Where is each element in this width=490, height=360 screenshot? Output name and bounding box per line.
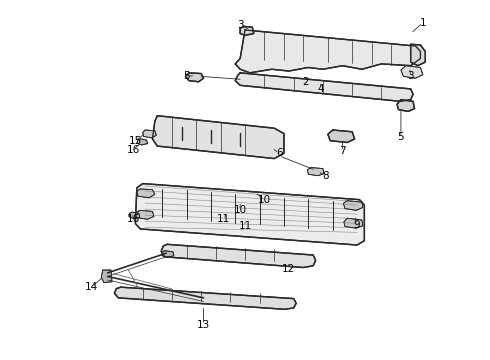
Text: 13: 13: [197, 320, 210, 330]
Text: 5: 5: [397, 132, 404, 142]
Polygon shape: [162, 251, 174, 257]
Polygon shape: [137, 139, 147, 145]
Text: 11: 11: [238, 221, 252, 231]
Polygon shape: [328, 130, 355, 143]
Polygon shape: [137, 189, 155, 198]
Text: 3: 3: [407, 71, 414, 81]
Text: 15: 15: [129, 136, 142, 146]
Polygon shape: [186, 73, 203, 82]
Polygon shape: [135, 210, 154, 219]
Text: 12: 12: [282, 264, 295, 274]
Text: 5: 5: [183, 71, 190, 81]
Text: 16: 16: [126, 145, 140, 155]
Polygon shape: [129, 212, 140, 219]
Text: 1: 1: [419, 18, 426, 28]
Polygon shape: [135, 184, 365, 245]
Polygon shape: [101, 270, 112, 283]
Text: 7: 7: [339, 147, 346, 157]
Polygon shape: [411, 44, 425, 66]
Polygon shape: [397, 100, 415, 111]
Polygon shape: [240, 26, 254, 35]
Text: 11: 11: [217, 214, 230, 224]
Polygon shape: [115, 287, 296, 309]
Polygon shape: [152, 116, 284, 158]
Text: 16: 16: [126, 214, 140, 224]
Polygon shape: [161, 244, 316, 267]
Polygon shape: [307, 167, 324, 176]
Text: 8: 8: [322, 171, 329, 181]
Text: 4: 4: [317, 84, 324, 94]
Text: 2: 2: [303, 77, 309, 87]
Polygon shape: [143, 130, 156, 138]
Polygon shape: [401, 66, 423, 78]
Text: 9: 9: [354, 220, 360, 230]
Text: 6: 6: [276, 148, 282, 158]
Text: 10: 10: [234, 205, 246, 215]
Text: 3: 3: [237, 19, 244, 30]
Polygon shape: [235, 30, 420, 73]
Text: 14: 14: [85, 282, 98, 292]
Polygon shape: [235, 73, 413, 102]
Polygon shape: [343, 201, 363, 210]
Polygon shape: [344, 218, 363, 228]
Text: 10: 10: [258, 195, 271, 204]
